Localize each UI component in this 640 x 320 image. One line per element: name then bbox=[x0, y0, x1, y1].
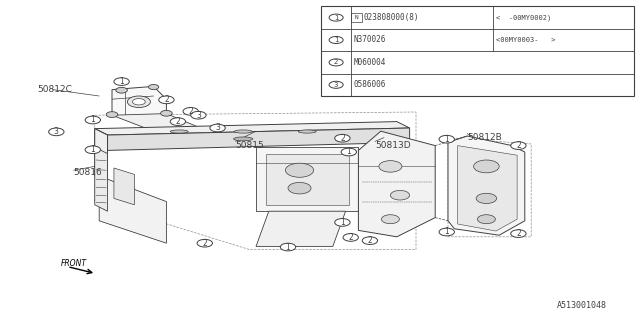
Text: 3: 3 bbox=[334, 82, 339, 88]
Circle shape bbox=[329, 59, 343, 66]
Polygon shape bbox=[256, 147, 358, 211]
Bar bbox=[351, 13, 362, 22]
Circle shape bbox=[191, 111, 206, 119]
Circle shape bbox=[341, 148, 356, 156]
Text: 2: 2 bbox=[175, 117, 180, 126]
Circle shape bbox=[381, 215, 399, 224]
Circle shape bbox=[49, 128, 64, 136]
Circle shape bbox=[439, 228, 454, 236]
Circle shape bbox=[511, 230, 526, 237]
Circle shape bbox=[127, 96, 150, 108]
Text: 3: 3 bbox=[196, 111, 201, 120]
Text: 1: 1 bbox=[346, 148, 351, 156]
Polygon shape bbox=[108, 128, 410, 150]
Text: 50813D: 50813D bbox=[375, 141, 411, 150]
Text: 50812C: 50812C bbox=[37, 85, 72, 94]
Text: 2: 2 bbox=[202, 239, 207, 248]
Polygon shape bbox=[112, 114, 208, 131]
Text: 2: 2 bbox=[516, 229, 521, 238]
Polygon shape bbox=[114, 168, 134, 205]
Circle shape bbox=[132, 99, 145, 105]
Polygon shape bbox=[95, 147, 108, 211]
Text: 1: 1 bbox=[340, 218, 345, 227]
Circle shape bbox=[379, 161, 402, 172]
Circle shape bbox=[476, 193, 497, 204]
Polygon shape bbox=[358, 131, 435, 237]
Polygon shape bbox=[448, 136, 525, 235]
Circle shape bbox=[159, 96, 174, 104]
Circle shape bbox=[439, 135, 454, 143]
Text: 1: 1 bbox=[90, 116, 95, 124]
Circle shape bbox=[390, 190, 410, 200]
Text: 50815: 50815 bbox=[236, 141, 264, 150]
Text: N: N bbox=[355, 15, 358, 20]
Polygon shape bbox=[458, 146, 517, 231]
Circle shape bbox=[335, 219, 350, 226]
Text: 2: 2 bbox=[164, 95, 169, 104]
Text: 2: 2 bbox=[348, 233, 353, 242]
Circle shape bbox=[362, 237, 378, 244]
Circle shape bbox=[285, 163, 314, 177]
Polygon shape bbox=[95, 129, 108, 179]
Circle shape bbox=[161, 110, 172, 116]
Polygon shape bbox=[112, 86, 166, 120]
Text: 1: 1 bbox=[90, 145, 95, 154]
Polygon shape bbox=[266, 154, 349, 205]
Circle shape bbox=[210, 124, 225, 132]
Circle shape bbox=[474, 160, 499, 173]
Text: 2: 2 bbox=[516, 141, 521, 150]
Text: N370026: N370026 bbox=[353, 36, 386, 44]
Text: 1: 1 bbox=[285, 243, 291, 252]
Circle shape bbox=[114, 78, 129, 85]
Circle shape bbox=[106, 112, 118, 117]
Circle shape bbox=[148, 84, 159, 90]
Text: 1: 1 bbox=[444, 135, 449, 144]
Circle shape bbox=[280, 243, 296, 251]
Polygon shape bbox=[99, 176, 166, 243]
Text: 3: 3 bbox=[54, 127, 59, 136]
Text: 3: 3 bbox=[215, 124, 220, 132]
Text: 1: 1 bbox=[444, 228, 449, 236]
Text: 2: 2 bbox=[367, 236, 372, 245]
Text: <00MY0003-   >: <00MY0003- > bbox=[495, 37, 555, 43]
Text: 1: 1 bbox=[334, 37, 339, 43]
Text: 50816: 50816 bbox=[74, 168, 102, 177]
Circle shape bbox=[116, 87, 127, 93]
Ellipse shape bbox=[298, 130, 316, 133]
Circle shape bbox=[329, 81, 343, 88]
Circle shape bbox=[511, 142, 526, 149]
Text: 2: 2 bbox=[340, 134, 345, 143]
Circle shape bbox=[329, 36, 343, 44]
Text: 2: 2 bbox=[188, 107, 193, 116]
Ellipse shape bbox=[234, 137, 253, 141]
Polygon shape bbox=[95, 122, 410, 135]
Circle shape bbox=[197, 239, 212, 247]
Text: FRONT: FRONT bbox=[61, 259, 87, 268]
Text: M060004: M060004 bbox=[353, 58, 386, 67]
Circle shape bbox=[343, 234, 358, 241]
Circle shape bbox=[335, 134, 350, 142]
Text: A513001048: A513001048 bbox=[557, 301, 607, 310]
Circle shape bbox=[85, 146, 100, 154]
Circle shape bbox=[288, 182, 311, 194]
Circle shape bbox=[85, 116, 100, 124]
Polygon shape bbox=[256, 211, 346, 246]
Polygon shape bbox=[95, 129, 108, 150]
Bar bbox=[321, 6, 634, 96]
Text: 2: 2 bbox=[334, 60, 339, 65]
Text: 50812B: 50812B bbox=[467, 133, 502, 142]
Text: 023808000(8): 023808000(8) bbox=[364, 13, 419, 22]
Text: 0586006: 0586006 bbox=[353, 80, 386, 89]
Circle shape bbox=[329, 14, 343, 21]
Circle shape bbox=[477, 215, 495, 224]
Circle shape bbox=[183, 108, 198, 115]
Text: 1: 1 bbox=[119, 77, 124, 86]
Circle shape bbox=[170, 118, 186, 125]
Text: 1: 1 bbox=[334, 15, 339, 20]
Text: <  -00MY0002): < -00MY0002) bbox=[495, 14, 551, 21]
Ellipse shape bbox=[170, 130, 188, 133]
Ellipse shape bbox=[234, 130, 252, 133]
